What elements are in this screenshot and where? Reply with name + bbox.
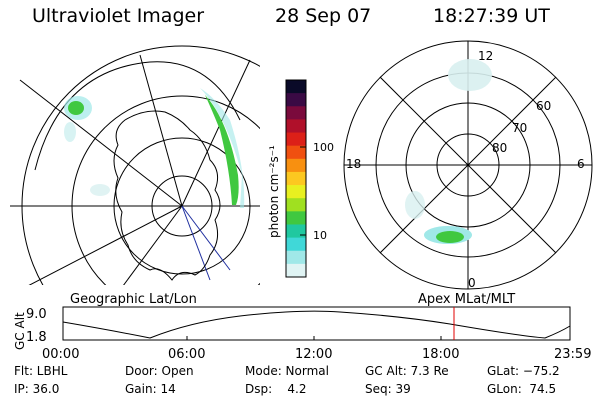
altitude-ytick-low: 1.8	[26, 330, 47, 345]
colorbar-segment	[286, 198, 306, 212]
colorbar-segment	[286, 106, 306, 120]
colorbar-segment	[286, 263, 306, 278]
date-label: 28 Sep 07	[275, 5, 372, 27]
mlt-label-0: 0	[468, 276, 476, 290]
status-filter: Flt: LBHL	[14, 364, 68, 378]
status-seq: Seq: 39	[365, 382, 411, 396]
colorbar-segment	[286, 158, 306, 173]
colorbar-segment	[286, 171, 306, 186]
colorbar-segment	[286, 250, 306, 265]
colorbar-segment	[286, 145, 306, 160]
time-tick-0600: 06:00	[168, 347, 205, 362]
time-tick-0000: 00:00	[42, 347, 79, 362]
status-mode: Mode: Normal	[245, 364, 329, 378]
time-tick-2359: 23:59	[554, 347, 591, 362]
status-glat: GLat: −75.2	[487, 364, 560, 378]
altitude-ytick-high: 9.0	[26, 307, 47, 322]
colorbar-segment	[286, 211, 306, 225]
polar-plot-label: Apex MLat/MLT	[418, 292, 516, 307]
altitude-ylabel: GC Alt	[13, 312, 27, 350]
mlat-label-70: 70	[512, 121, 527, 135]
status-gain: Gain: 14	[125, 382, 176, 396]
mlat-label-80: 80	[492, 141, 507, 155]
status-gc-alt: GC Alt: 7.3 Re	[365, 364, 449, 378]
status-ip: IP: 36.0	[14, 382, 60, 396]
mlt-label-18: 18	[346, 157, 361, 171]
colorbar-segment	[286, 237, 306, 252]
colorbar-segment	[286, 93, 306, 107]
time-label: 18:27:39 UT	[433, 5, 550, 27]
colorbar-unit-label: photon cm⁻²s⁻¹	[267, 145, 281, 238]
colorbar-segment	[286, 80, 306, 94]
geo-map-label: Geographic Lat/Lon	[70, 292, 197, 307]
colorbar-segment	[286, 132, 306, 147]
colorbar-gradient	[286, 80, 306, 278]
status-dsp: Dsp: 4.2	[245, 382, 307, 396]
mlt-label-6: 6	[577, 157, 585, 171]
colorbar-tick-10: 10	[313, 229, 327, 242]
colorbar-segment	[286, 119, 306, 134]
time-tick-1800: 18:00	[422, 347, 459, 362]
colorbar-segment	[286, 185, 306, 199]
status-door: Door: Open	[125, 364, 194, 378]
mlat-label-60: 60	[536, 99, 551, 113]
instrument-title: Ultraviolet Imager	[32, 5, 205, 27]
time-tick-1200: 12:00	[295, 347, 332, 362]
mlt-label-12: 12	[478, 49, 493, 63]
status-glon: GLon: 74.5	[487, 382, 557, 396]
colorbar-tick-100: 100	[313, 141, 334, 154]
